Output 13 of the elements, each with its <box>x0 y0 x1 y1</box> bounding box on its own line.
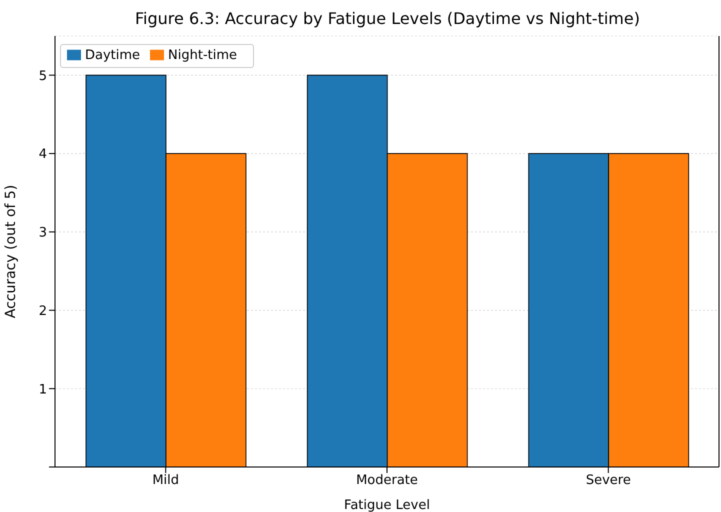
x-tick-label: Severe <box>586 473 631 488</box>
chart-title: Figure 6.3: Accuracy by Fatigue Levels (Daytime vs Night-time) <box>134 9 641 28</box>
x-tick-label: Moderate <box>356 473 418 488</box>
y-tick-label: 5 <box>38 68 47 84</box>
y-tick-label: 3 <box>38 226 47 241</box>
legend-label: Night-time <box>168 48 238 63</box>
y-tick-label: 4 <box>38 147 47 162</box>
y-tick-label: 2 <box>38 304 47 319</box>
y-tick-label: 1 <box>38 382 47 398</box>
x-tick-label: Mild <box>152 473 180 488</box>
x-axis-title: Fatigue Level <box>344 498 430 512</box>
legend-label: Daytime <box>85 48 140 63</box>
y-axis-title: Accuracy (out of 5) <box>2 184 19 318</box>
